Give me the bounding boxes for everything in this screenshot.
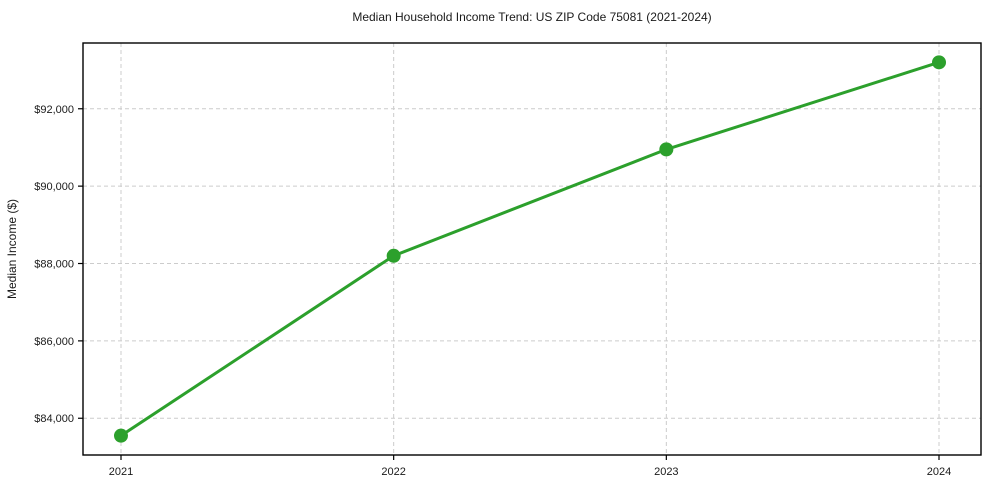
data-point-2024: [932, 55, 946, 70]
data-point-2022: [386, 248, 401, 263]
x-tick-label: 2024: [927, 466, 951, 478]
y-tick-label: $90,000: [34, 181, 74, 193]
gridlines-layer: [83, 43, 981, 455]
y-tick-label: $92,000: [34, 104, 74, 116]
data-point-2021: [114, 428, 128, 443]
y-tick-label: $88,000: [34, 259, 74, 271]
y-tick-label: $86,000: [34, 336, 74, 348]
axes-layer: [78, 42, 982, 460]
x-tick-label: 2023: [654, 466, 678, 478]
x-tick-label: 2021: [109, 466, 133, 478]
tick-labels-layer: $84,000 $86,000 $88,000 $90,000 $92,000 2021 2…: [34, 104, 951, 478]
y-axis-label: Median Income ($): [5, 199, 19, 299]
plot-border: [82, 42, 982, 456]
y-tick-label: $84,000: [34, 413, 74, 425]
data-point-2023: [659, 142, 674, 157]
chart-title: Median Household Income Trend: US ZIP Co…: [352, 10, 711, 24]
data-series-layer: [114, 55, 946, 443]
trend-line: [119, 60, 941, 438]
x-tick-label: 2022: [381, 466, 405, 478]
